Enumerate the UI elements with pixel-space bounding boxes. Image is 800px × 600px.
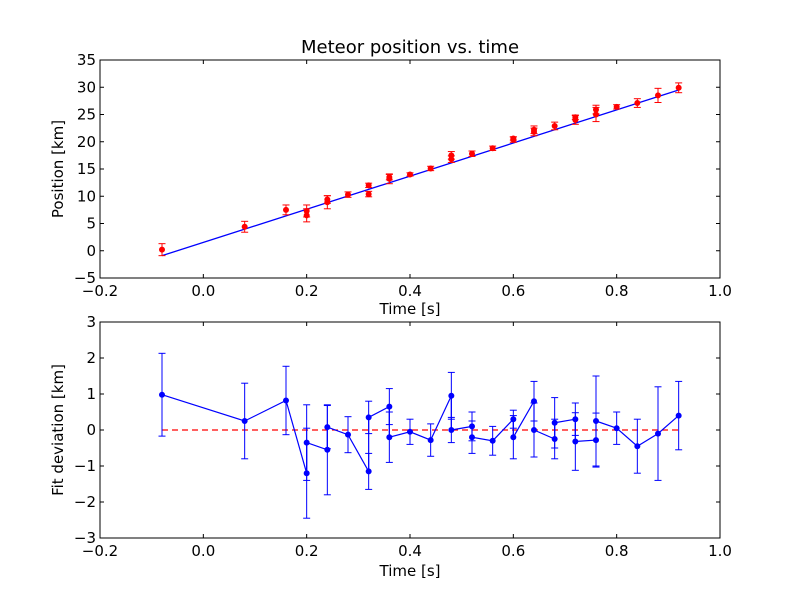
- data-point: [365, 182, 372, 189]
- y-tick-label: 1: [86, 385, 96, 403]
- data-point: [386, 403, 393, 410]
- data-point: [324, 424, 331, 431]
- data-point: [365, 468, 372, 475]
- data-point: [448, 427, 455, 433]
- y-tick-label: 2: [86, 349, 96, 367]
- data-point: [345, 191, 351, 198]
- y-tick-label: −5: [74, 269, 96, 287]
- x-tick-label: 0.4: [398, 542, 422, 560]
- chart-title: Meteor position vs. time: [301, 37, 519, 58]
- y-tick-label: 25: [77, 106, 96, 124]
- x-tick-label: 0.0: [191, 542, 215, 560]
- data-point: [427, 165, 434, 172]
- x-tick-label: −0.2: [82, 542, 118, 560]
- x-axis-label: Time [s]: [379, 562, 441, 580]
- data-point: [634, 443, 641, 450]
- data-point: [489, 145, 496, 152]
- x-tick-label: 1.0: [708, 542, 732, 560]
- data-point: [427, 437, 434, 444]
- data-point: [448, 392, 455, 399]
- data-point: [303, 212, 310, 219]
- data-point: [531, 427, 537, 433]
- y-tick-label: 15: [77, 160, 96, 178]
- x-tick-label: −0.2: [82, 282, 118, 300]
- data-point: [365, 414, 372, 421]
- data-point: [283, 206, 289, 213]
- data-point: [407, 428, 413, 435]
- y-tick-label: −1: [74, 457, 96, 475]
- y-tick-label: 5: [86, 215, 96, 233]
- data-point: [386, 174, 393, 181]
- y-tick-label: −2: [74, 493, 96, 511]
- data-point: [345, 431, 351, 438]
- x-tick-label: 0.4: [398, 282, 422, 300]
- x-axis-label: Time [s]: [379, 300, 441, 318]
- data-point: [655, 92, 661, 99]
- data-point: [551, 419, 558, 426]
- y-tick-label: 10: [77, 187, 96, 205]
- data-point: [613, 425, 620, 432]
- x-tick-label: 0.2: [295, 282, 319, 300]
- data-point: [407, 171, 413, 178]
- y-tick-label: 30: [77, 78, 96, 96]
- y-axis-label: Fit deviation [km]: [49, 364, 67, 496]
- data-point: [489, 437, 496, 444]
- plot-frame: [99, 59, 721, 279]
- data-point: [241, 418, 248, 424]
- data-point: [324, 196, 331, 203]
- data-point: [675, 412, 682, 419]
- data-point: [283, 397, 289, 404]
- data-point: [593, 418, 599, 424]
- data-point: [531, 126, 537, 133]
- plot-frame: [99, 321, 721, 539]
- data-point: [613, 103, 620, 110]
- y-tick-labels: −3 −2 −1 0 1 2 3: [74, 313, 720, 547]
- y-tick-label: 0: [86, 421, 96, 439]
- fit-line: [161, 89, 679, 257]
- y-tick-labels: −5 0 5 10 15 20 25 30 35: [74, 51, 720, 287]
- data-point: [593, 106, 599, 113]
- data-point: [241, 223, 248, 230]
- data-point: [448, 152, 455, 159]
- x-tick-labels: −0.2 0.0 0.2 0.4 0.6 0.8 1.0: [82, 322, 732, 560]
- y-tick-label: 35: [77, 51, 96, 69]
- deviation-plot: Time [s] Fit deviation [km] −0.2 0.0 0.2 0.…: [49, 313, 732, 580]
- data-point: [572, 438, 579, 445]
- data-point: [655, 430, 661, 437]
- data-point: [469, 434, 475, 441]
- plot-marks: [158, 352, 683, 519]
- data-point: [159, 246, 165, 253]
- data-point: [510, 434, 517, 441]
- data-point: [572, 114, 579, 121]
- x-tick-labels: −0.2 0.0 0.2 0.4 0.6 0.8 1.0: [82, 60, 732, 300]
- y-tick-label: −3: [74, 529, 96, 547]
- plot-marks: [158, 82, 683, 257]
- data-point: [159, 391, 165, 398]
- x-tick-label: 0.8: [605, 542, 629, 560]
- y-tick-label: 3: [86, 313, 96, 331]
- x-tick-label: 0.6: [501, 282, 525, 300]
- x-tick-label: 1.0: [708, 282, 732, 300]
- data-point: [675, 84, 682, 91]
- x-tick-label: 0.2: [295, 542, 319, 560]
- data-point: [303, 439, 310, 446]
- y-axis-label: Position [km]: [49, 120, 67, 218]
- data-point: [469, 150, 475, 157]
- y-tick-label: 0: [86, 242, 96, 260]
- data-point: [634, 100, 641, 107]
- position-plot: Meteor position vs. time Time [s] Positi…: [49, 37, 732, 318]
- data-point: [365, 191, 372, 198]
- x-tick-label: 0.8: [605, 282, 629, 300]
- data-point: [510, 135, 517, 142]
- x-tick-label: 0.6: [501, 542, 525, 560]
- data-point: [386, 434, 393, 441]
- data-point: [551, 122, 558, 129]
- x-tick-label: 0.0: [191, 282, 215, 300]
- y-tick-label: 20: [77, 133, 96, 151]
